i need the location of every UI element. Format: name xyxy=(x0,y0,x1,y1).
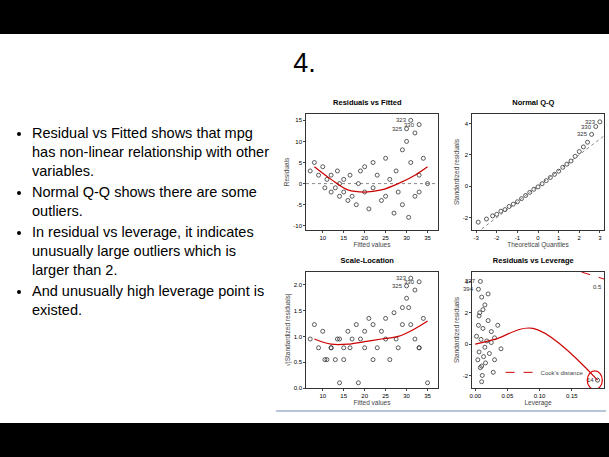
svg-text:Residuals vs Fitted: Residuals vs Fitted xyxy=(333,98,402,107)
svg-text:35: 35 xyxy=(424,235,431,241)
svg-text:Fitted values: Fitted values xyxy=(354,241,392,248)
svg-text:2: 2 xyxy=(578,235,582,241)
svg-text:-5: -5 xyxy=(297,202,303,208)
svg-text:10: 10 xyxy=(319,393,326,399)
html-text:In residual vs leverage, it in: In residual vs leverage, it indicates un… xyxy=(32,224,254,278)
svg-text:5: 5 xyxy=(299,160,303,166)
svg-text:-10: -10 xyxy=(293,223,302,229)
svg-text:0.5: 0.5 xyxy=(593,284,602,290)
svg-text:Theoretical Quantiles: Theoretical Quantiles xyxy=(507,241,569,249)
svg-text:0.05: 0.05 xyxy=(502,393,514,399)
html-text:Normal Q-Q shows there are som: Normal Q-Q shows there are some outliers… xyxy=(32,184,257,219)
svg-text:0.00: 0.00 xyxy=(469,393,481,399)
svg-text:0.5: 0.5 xyxy=(294,359,303,365)
svg-text:Leverage: Leverage xyxy=(524,399,551,407)
svg-text:15: 15 xyxy=(295,117,302,123)
svg-text:-1: -1 xyxy=(515,235,521,241)
svg-text:2: 2 xyxy=(465,152,469,158)
svg-text:10: 10 xyxy=(295,139,302,145)
svg-text:30: 30 xyxy=(403,393,410,399)
svg-text:1.5: 1.5 xyxy=(294,308,303,314)
svg-text:0: 0 xyxy=(536,235,540,241)
svg-text:Cook's distance: Cook's distance xyxy=(541,370,584,376)
svg-text:-2: -2 xyxy=(463,373,469,379)
svg-text:4: 4 xyxy=(465,279,469,285)
svg-text:25: 25 xyxy=(382,235,389,241)
svg-text:330: 330 xyxy=(581,124,592,130)
svg-text:√|Standardized residuals|: √|Standardized residuals| xyxy=(284,293,292,366)
svg-text:Residuals: Residuals xyxy=(283,157,290,186)
svg-text:35: 35 xyxy=(424,393,431,399)
svg-text:330: 330 xyxy=(404,279,415,285)
svg-text:4: 4 xyxy=(465,121,469,127)
svg-text:20: 20 xyxy=(361,235,368,241)
svg-text:30: 30 xyxy=(403,235,410,241)
svg-text:0: 0 xyxy=(465,183,469,189)
html-text:And unusually high leverage po: And unusually high leverage point is exi… xyxy=(32,283,265,318)
svg-text:0.10: 0.10 xyxy=(534,393,546,399)
svg-text:327: 327 xyxy=(465,278,476,284)
svg-text:0.0: 0.0 xyxy=(294,385,303,391)
svg-text:323: 323 xyxy=(396,275,407,281)
svg-text:14: 14 xyxy=(587,377,594,383)
svg-text:330: 330 xyxy=(404,122,415,128)
svg-text:0.15: 0.15 xyxy=(566,393,578,399)
svg-text:1.0: 1.0 xyxy=(294,334,303,340)
html-text:4.: 4. xyxy=(293,48,316,78)
svg-text:325: 325 xyxy=(577,131,588,137)
svg-text:25: 25 xyxy=(382,393,389,399)
svg-text:15: 15 xyxy=(340,393,347,399)
svg-text:Standardized residuals: Standardized residuals xyxy=(453,296,460,363)
svg-text:-2: -2 xyxy=(494,235,500,241)
svg-text:0: 0 xyxy=(465,341,469,347)
svg-text:323: 323 xyxy=(396,117,407,123)
svg-text:3: 3 xyxy=(598,235,602,241)
svg-text:Scale-Location: Scale-Location xyxy=(341,256,395,265)
html-text:Residual vs Fitted shows that: Residual vs Fitted shows that mpg has no… xyxy=(32,125,269,179)
svg-text:325: 325 xyxy=(392,126,403,132)
svg-text:2.0: 2.0 xyxy=(294,282,303,288)
svg-text:Fitted values: Fitted values xyxy=(354,399,392,406)
svg-text:2: 2 xyxy=(465,310,469,316)
svg-text:15: 15 xyxy=(340,235,347,241)
svg-text:10: 10 xyxy=(319,235,326,241)
svg-text:-2: -2 xyxy=(463,215,469,221)
svg-text:20: 20 xyxy=(361,393,368,399)
svg-text:Standardized residuals: Standardized residuals xyxy=(453,138,460,205)
svg-text:0: 0 xyxy=(299,181,303,187)
svg-text:Residuals vs Leverage: Residuals vs Leverage xyxy=(493,256,574,265)
svg-text:325: 325 xyxy=(392,283,403,289)
svg-text:1: 1 xyxy=(557,235,561,241)
svg-text:Normal Q-Q: Normal Q-Q xyxy=(512,98,554,107)
svg-text:394: 394 xyxy=(463,286,474,292)
svg-text:-3: -3 xyxy=(473,235,479,241)
svg-text:323: 323 xyxy=(585,119,596,125)
